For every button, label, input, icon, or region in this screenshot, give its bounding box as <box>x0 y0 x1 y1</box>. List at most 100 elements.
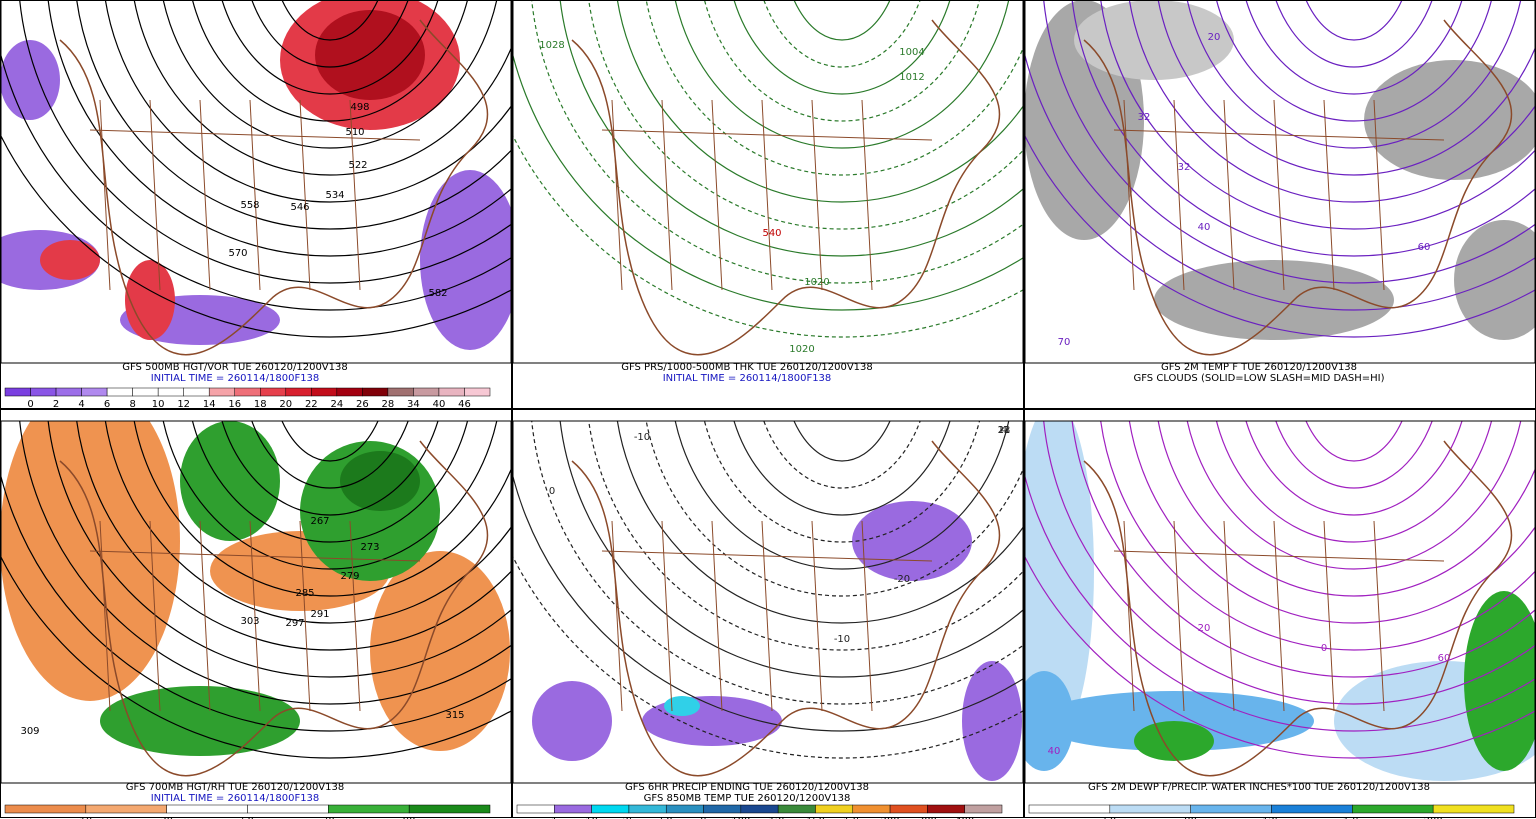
contour <box>531 0 1023 284</box>
contour-label: 1028 <box>539 40 564 51</box>
colorbar-swatch <box>628 804 667 814</box>
colorbar-label: 4 <box>78 399 84 410</box>
contour-label: 0 <box>1321 643 1327 654</box>
subcaption: INITIAL TIME = 260114/1800F138 <box>151 373 320 384</box>
shaded-area <box>1025 421 1094 741</box>
border <box>601 129 933 141</box>
contour <box>1186 0 1522 149</box>
contour-label: 1020 <box>789 344 814 355</box>
state-border <box>761 99 773 291</box>
contour-label: 32 <box>1178 162 1191 173</box>
contour-label: 582 <box>428 288 447 299</box>
colorbar-label: 2 <box>53 399 59 410</box>
contour <box>162 0 498 149</box>
colorbar-swatch <box>964 804 1003 814</box>
contour <box>1186 421 1522 570</box>
state-border <box>1273 520 1285 712</box>
colorbar-label: 14 <box>203 399 216 410</box>
contour-label: 498 <box>350 102 369 113</box>
state-border <box>349 520 361 712</box>
panel-frame <box>512 409 1024 818</box>
contour-label: 11 <box>998 425 1011 436</box>
contour <box>1128 421 1535 624</box>
contour-label: 540 <box>762 228 781 239</box>
colorbar-swatch <box>703 804 742 814</box>
contour <box>733 421 951 516</box>
colorbar-swatch <box>166 804 248 814</box>
colorbar-swatch <box>81 387 108 397</box>
contour <box>281 421 379 462</box>
shaded-area <box>340 451 420 511</box>
contour <box>513 134 1023 338</box>
colorbar-label: 16 <box>228 399 241 410</box>
panel: 1028 1020 1012 1004 1020 540 GFS PRS/1000-500M… <box>512 0 1024 409</box>
colorbar-swatch <box>4 804 87 814</box>
contour <box>645 0 1023 176</box>
shaded-area <box>962 661 1022 781</box>
colorbar-swatch <box>157 387 184 397</box>
contour <box>559 0 1023 257</box>
colorbar-swatch <box>1109 804 1191 814</box>
contour-label: 0 <box>549 486 555 497</box>
panel-frame <box>0 0 512 409</box>
caption: GFS 500MB HGT/VOR TUE 260120/1200V138 <box>122 362 348 373</box>
colorbar-swatch <box>260 387 287 397</box>
contour-label: 534 <box>325 190 344 201</box>
shaded-area <box>100 686 300 756</box>
colorbar-label: 46 <box>458 399 471 410</box>
contour <box>133 0 511 176</box>
contour <box>162 421 498 570</box>
colorbar-swatch <box>408 804 491 814</box>
contour <box>251 421 409 489</box>
contour <box>47 421 511 678</box>
colorbar-swatch <box>1352 804 1434 814</box>
contour <box>76 421 511 651</box>
border <box>601 550 933 562</box>
colorbar-swatch <box>85 804 167 814</box>
colorbar-swatch <box>247 804 329 814</box>
contour <box>191 0 469 122</box>
state-border <box>611 99 623 291</box>
contour <box>76 0 511 230</box>
map: 40 20 0 60 <box>1025 421 1535 783</box>
contour <box>1043 0 1535 284</box>
contour-label: -10 <box>834 634 850 645</box>
contour <box>674 421 1010 570</box>
colorbar-swatch <box>183 387 210 397</box>
contour <box>1305 0 1403 41</box>
state-border <box>299 99 311 291</box>
contour-label: 303 <box>240 616 259 627</box>
state-border <box>811 99 823 291</box>
contour-label: 522 <box>348 160 367 171</box>
contour <box>513 473 1023 732</box>
shaded-area <box>420 170 511 350</box>
state-border <box>1273 99 1285 291</box>
colorbar-swatch <box>740 804 779 814</box>
contour-label: 60 <box>1438 653 1451 664</box>
panel: 40 20 0 60 GFS 2M DEWP F/PRECIP. WATER INCHE… <box>1024 409 1536 819</box>
contour <box>1157 0 1535 176</box>
subcaption: GFS 850MB TEMP TUE 260120/1200V138 <box>644 793 851 804</box>
contour <box>733 0 951 95</box>
caption: GFS 700MB HGT/RH TUE 260120/1200V138 <box>126 782 345 793</box>
contour-label: 279 <box>340 571 359 582</box>
contour-label: 20 <box>1208 32 1221 43</box>
colorbar-label: 34 <box>407 399 420 410</box>
contour-label: 267 <box>310 516 329 527</box>
border <box>89 129 421 141</box>
contour <box>513 555 1023 759</box>
state-border <box>811 520 823 712</box>
colorbar-label: 20 <box>279 399 292 410</box>
colorbar-swatch <box>852 804 891 814</box>
contour <box>1305 421 1403 462</box>
contour <box>1245 0 1463 95</box>
state-border <box>1223 520 1235 712</box>
state-border <box>1373 99 1385 291</box>
panel: 498 510 522 534 546 558 570 582 GFS 500MB HGT/VO… <box>0 0 512 410</box>
shaded-area <box>125 260 175 340</box>
colorbar-label: 40 <box>433 399 446 410</box>
contour <box>1128 0 1535 203</box>
colorbar-label: 28 <box>382 399 395 410</box>
border <box>1113 550 1445 562</box>
